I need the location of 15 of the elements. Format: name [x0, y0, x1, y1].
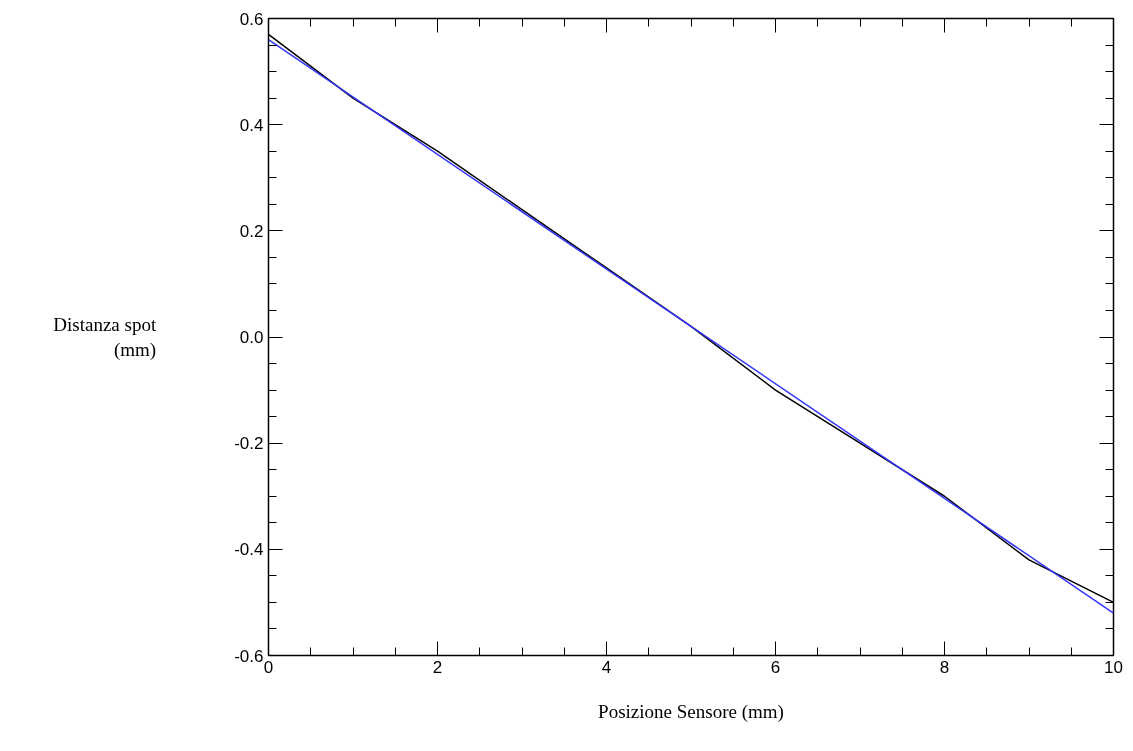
x-tick-label: 10: [1104, 657, 1123, 677]
x-tick-label: 8: [939, 657, 950, 677]
x-tick-label: 6: [770, 657, 781, 677]
y-tick-label: 0.4: [239, 115, 264, 135]
y-tick-label: 0.6: [239, 9, 264, 29]
x-tick-label: 2: [432, 657, 443, 677]
y-tick-label: -0.4: [234, 540, 264, 560]
y-tick-label: 0.2: [239, 221, 264, 241]
x-axis-title: Posizione Sensore (mm): [598, 700, 784, 723]
y-tick-label: -0.6: [234, 646, 264, 666]
y-tick-label: -0.2: [234, 434, 264, 454]
x-tick-label: 4: [601, 657, 612, 677]
x-tick-label: 0: [263, 657, 274, 677]
y-tick-label: 0.0: [239, 328, 264, 347]
y-axis-title: Distanza spot (mm): [53, 313, 157, 362]
